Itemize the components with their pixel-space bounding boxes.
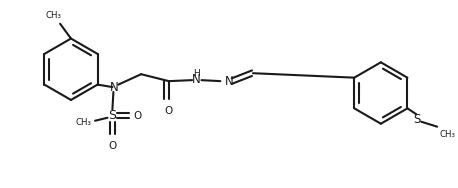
Text: S: S (109, 109, 116, 122)
Text: CH₃: CH₃ (75, 118, 91, 127)
Text: CH₃: CH₃ (439, 130, 455, 139)
Text: N: N (192, 73, 201, 86)
Text: O: O (108, 141, 116, 151)
Text: O: O (164, 106, 173, 116)
Text: O: O (134, 111, 142, 121)
Text: H: H (193, 69, 199, 78)
Text: S: S (414, 113, 421, 126)
Text: CH₃: CH₃ (46, 11, 62, 20)
Text: N: N (225, 75, 234, 88)
Text: N: N (109, 81, 118, 94)
